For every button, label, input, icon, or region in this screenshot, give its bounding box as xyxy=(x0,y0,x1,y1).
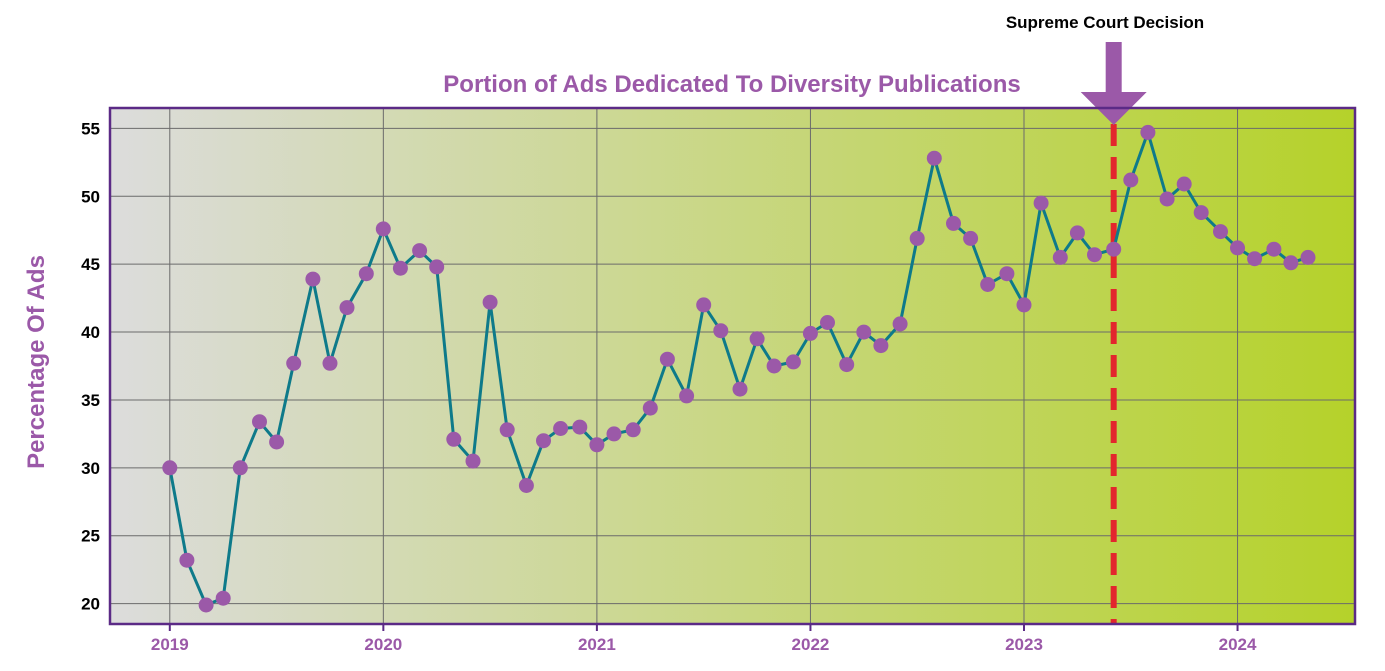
data-point xyxy=(1052,249,1068,265)
data-markers xyxy=(162,124,1316,613)
data-point xyxy=(625,422,641,438)
x-tick-label: 2023 xyxy=(1005,635,1043,654)
data-point xyxy=(856,324,872,340)
data-point xyxy=(518,478,534,493)
data-point xyxy=(679,388,695,404)
y-tick-label: 35 xyxy=(81,391,100,410)
y-tick-label: 55 xyxy=(81,119,100,138)
data-point xyxy=(909,230,925,246)
y-tick-label: 40 xyxy=(81,323,100,342)
data-point xyxy=(1069,225,1085,241)
data-point xyxy=(873,338,889,354)
data-point xyxy=(553,421,569,436)
data-point xyxy=(446,431,462,447)
data-point xyxy=(198,597,214,613)
x-tick-label: 2019 xyxy=(151,635,189,654)
data-point xyxy=(305,271,321,287)
data-point xyxy=(980,277,996,292)
data-point xyxy=(659,351,675,367)
data-point xyxy=(1087,247,1102,263)
data-point xyxy=(820,315,835,330)
data-point xyxy=(1159,191,1175,207)
data-point xyxy=(713,323,729,339)
annotation xyxy=(1080,42,1147,624)
data-point xyxy=(926,150,942,166)
data-point xyxy=(232,460,248,476)
data-point xyxy=(1247,251,1263,267)
y-tick-label: 25 xyxy=(81,527,100,546)
x-tick-label: 2022 xyxy=(792,635,830,654)
x-tick-label: 2024 xyxy=(1219,635,1257,654)
data-point xyxy=(785,354,801,370)
data-point xyxy=(536,433,551,449)
annotation-label: Supreme Court Decision xyxy=(1006,13,1204,32)
data-point xyxy=(839,357,855,373)
data-point xyxy=(322,355,338,371)
data-point xyxy=(286,355,302,371)
data-point xyxy=(392,260,408,276)
plot-frame xyxy=(108,106,1357,626)
data-point xyxy=(1193,205,1209,221)
y-axis-ticks: 20 25 30 35 40 45 50 55 xyxy=(81,119,100,613)
chart-title: Portion of Ads Dedicated To Diversity Pu… xyxy=(443,71,1020,98)
data-point xyxy=(429,259,445,275)
y-tick-label: 45 xyxy=(81,255,100,274)
data-point xyxy=(1016,297,1032,313)
data-point xyxy=(499,422,515,438)
data-point xyxy=(732,381,748,397)
y-axis-label: Percentage Of Ads xyxy=(23,255,50,469)
data-point xyxy=(1176,176,1192,192)
data-point xyxy=(252,414,267,430)
arrow-icon xyxy=(1080,42,1147,125)
data-point xyxy=(1140,124,1156,140)
data-point xyxy=(892,316,908,332)
data-point xyxy=(999,266,1015,282)
grid-lines xyxy=(110,108,1355,624)
y-tick-label: 30 xyxy=(81,459,100,478)
y-tick-label: 50 xyxy=(81,187,100,206)
data-point xyxy=(269,434,285,450)
data-point xyxy=(358,266,374,282)
data-point xyxy=(589,437,605,453)
data-point xyxy=(1106,241,1122,257)
data-point xyxy=(963,230,979,246)
x-tick-label: 2021 xyxy=(578,635,616,654)
data-point xyxy=(339,300,355,316)
data-point xyxy=(642,400,658,416)
data-point xyxy=(179,552,195,568)
data-point xyxy=(802,325,818,341)
data-point xyxy=(162,460,178,476)
data-point xyxy=(1123,172,1139,188)
data-point xyxy=(465,453,481,469)
data-point xyxy=(1266,241,1282,257)
data-point xyxy=(412,243,428,259)
data-point xyxy=(606,426,622,442)
data-point xyxy=(1283,255,1299,271)
data-point xyxy=(696,297,712,313)
y-tick-label: 20 xyxy=(81,595,100,614)
data-point xyxy=(375,221,391,237)
data-point xyxy=(1230,240,1245,256)
data-point xyxy=(946,215,961,231)
data-point xyxy=(766,358,782,374)
data-point xyxy=(1300,249,1316,265)
data-point xyxy=(749,331,765,347)
data-point xyxy=(1213,224,1228,240)
data-point xyxy=(572,419,588,435)
x-tick-label: 2020 xyxy=(364,635,402,654)
x-axis-ticks: 2019 2020 2021 2022 2023 2024 xyxy=(151,624,1257,654)
data-point xyxy=(482,294,498,310)
data-point xyxy=(215,590,231,606)
data-point xyxy=(1033,195,1049,211)
